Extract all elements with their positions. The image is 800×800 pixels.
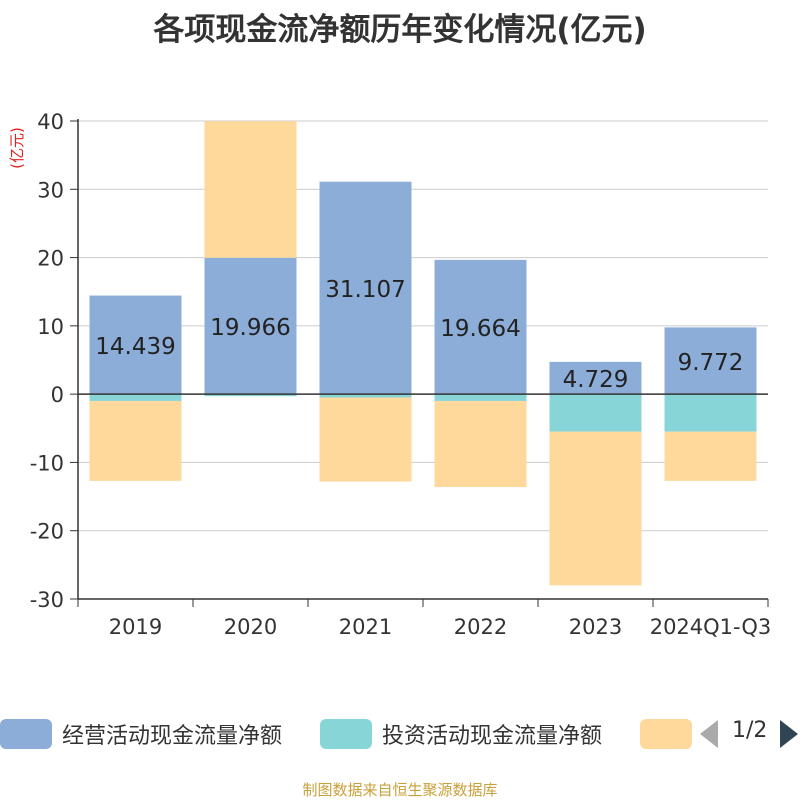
bar-series0-2021[interactable]: [319, 181, 412, 395]
legend-item-operating[interactable]: 经营活动现金流量净额: [0, 718, 282, 750]
data-label-2019: 14.439: [95, 334, 175, 360]
bar-series0-2020[interactable]: [204, 257, 297, 395]
y-tick-label: 0: [51, 383, 64, 407]
y-tick-label: 40: [37, 110, 64, 134]
bars: [89, 121, 757, 586]
data-label-2020: 19.966: [210, 315, 290, 341]
y-tick-label: 30: [37, 178, 64, 202]
y-tick-label: -20: [30, 520, 64, 544]
bar-series1-2024Q1-Q3[interactable]: [664, 394, 757, 432]
bar-series1-2022[interactable]: [434, 394, 527, 401]
legend-swatch-operating: [0, 719, 52, 749]
bar-series0-2024Q1-Q3[interactable]: [664, 327, 757, 395]
y-tick-label: 20: [37, 247, 64, 271]
x-tick-label: 2023: [569, 615, 622, 639]
y-tick-label: -30: [30, 588, 64, 612]
legend-item-financing[interactable]: [640, 718, 692, 750]
legend-label-investing: 投资活动现金流量净额: [382, 724, 603, 749]
legend-label-operating: 经营活动现金流量净额: [62, 724, 283, 749]
bar-series2-2024Q1-Q3[interactable]: [664, 431, 757, 481]
chart-title: 各项现金流净额历年变化情况(亿元): [153, 12, 647, 48]
bar-series0-2023[interactable]: [549, 361, 642, 395]
source-note: 制图数据来自恒生聚源数据库: [302, 781, 498, 799]
x-tick-label: 2022: [454, 615, 507, 639]
bar-series2-2019[interactable]: [89, 400, 182, 481]
data-label-2022: 19.664: [440, 316, 520, 342]
legend-item-investing[interactable]: 投资活动现金流量净额: [320, 718, 602, 750]
data-label-2024Q1-Q3: 9.772: [678, 350, 744, 376]
bar-series2-2021[interactable]: [319, 397, 412, 482]
bar-series1-2019[interactable]: [89, 394, 182, 401]
x-tick-label: 2019: [109, 615, 162, 639]
y-tick-label: 10: [37, 315, 64, 339]
bar-series2-2022[interactable]: [434, 400, 527, 488]
bar-series1-2023[interactable]: [549, 394, 642, 432]
data-labels: 14.439 19.966 31.107 19.664 4.729 9.772: [95, 277, 743, 393]
data-label-2021: 31.107: [325, 277, 405, 303]
data-label-2023: 4.729: [563, 367, 629, 393]
y-axis-label: (亿元): [8, 127, 26, 169]
x-tick-label: 2021: [339, 615, 392, 639]
bar-series1-2020[interactable]: [204, 394, 297, 397]
bar-series1-2021[interactable]: [319, 394, 412, 398]
axes: 40 30 20 10 0 -10 -20 -30 2019 2020 2021 2022 2023 20…: [30, 110, 772, 639]
legend-swatch-financing: [640, 719, 692, 749]
x-tick-label: 2020: [224, 615, 277, 639]
x-tick-label: 2024Q1-Q3: [650, 615, 772, 639]
y-tick-label: -10: [30, 451, 64, 475]
legend-swatch-investing: [320, 719, 372, 749]
bar-series2-2020[interactable]: [204, 121, 297, 258]
legend-next-page-icon[interactable]: [780, 720, 800, 748]
bar-series0-2022[interactable]: [434, 259, 527, 395]
bar-series0-2019[interactable]: [89, 295, 182, 395]
legend-page-indicator: 1/2: [732, 718, 768, 743]
bar-series2-2023[interactable]: [549, 431, 642, 586]
legend-prev-page-icon[interactable]: [700, 720, 720, 748]
